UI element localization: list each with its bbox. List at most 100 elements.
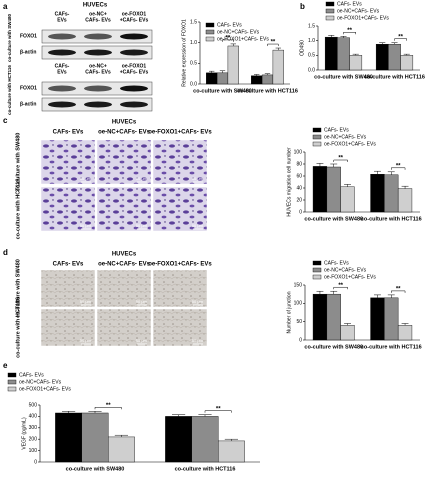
legend-swatch — [205, 22, 215, 28]
error-bar — [330, 290, 338, 295]
y-axis-label: HUVECs migration cell number — [286, 147, 292, 217]
bar — [312, 293, 328, 341]
legend-swatch — [325, 15, 335, 21]
micrograph — [152, 308, 208, 347]
significance-label: ** — [338, 283, 343, 289]
y-tick-label: 200 — [29, 437, 38, 443]
scale-bar-label: 50 μm — [136, 223, 148, 228]
scale-bar-label: 50 μm — [192, 176, 204, 181]
significance-label: ** — [106, 403, 111, 409]
error-bar — [275, 47, 281, 51]
micrograph — [40, 308, 96, 347]
y-tick-label: 100 — [294, 301, 303, 307]
bar — [384, 174, 399, 213]
y-tick-label: 20 — [296, 197, 302, 203]
band — [120, 33, 148, 40]
y-tick-label: 1.5 — [190, 19, 197, 25]
micrograph — [152, 186, 208, 232]
legend-label: oe-NC+CAFs- EVs — [324, 267, 367, 273]
bar — [370, 297, 385, 341]
y-tick-label: 1.0 — [190, 40, 197, 46]
x-tick-label: co-culture with HCT116 — [237, 88, 298, 94]
legend-label: CAFs- EVs — [324, 260, 349, 266]
error-bar — [230, 43, 236, 46]
bar — [165, 416, 192, 463]
band — [48, 33, 76, 40]
lane-label: EVs — [57, 17, 67, 23]
y-tick-label: 40 — [296, 185, 302, 191]
error-bar — [209, 70, 215, 73]
bar — [216, 72, 229, 85]
bar — [55, 412, 83, 463]
panel-title: HUVECs — [112, 120, 137, 126]
legend-label: CAFs- EVs — [324, 127, 349, 133]
legend-swatch — [205, 29, 215, 35]
x-tick-label: co-culture with HCT116 — [361, 344, 422, 350]
legend-label: CAFs- EVs — [19, 372, 44, 378]
significance-bracket — [343, 32, 356, 35]
y-tick-label: 1.5 — [308, 23, 315, 29]
x-tick-label: co-culture with SW480 — [304, 344, 363, 350]
y-tick-label: 0 — [299, 337, 302, 343]
band-label: FOXO1 — [20, 85, 37, 91]
legend-swatch — [312, 127, 322, 133]
significance-label: ** — [271, 40, 276, 46]
micrograph — [40, 269, 96, 308]
significance-bracket — [204, 410, 232, 413]
band — [84, 33, 112, 40]
legend-label: CAFs- EVs — [217, 22, 242, 28]
bar — [272, 49, 284, 85]
error-bar — [330, 163, 338, 167]
significance-bracket — [333, 159, 348, 162]
y-tick-label: 300 — [29, 425, 38, 431]
legend-label: oe-NC+CAFs- EVs — [337, 8, 380, 14]
group-label: co-culture with HCT116 — [7, 65, 12, 115]
bar — [217, 440, 245, 463]
legend-label: oe-FOXO1+CAFs- EVs — [324, 141, 376, 147]
scale-bar-label: 50 μm — [80, 299, 92, 304]
y-tick-label: 0.0 — [308, 67, 315, 73]
error-bar — [198, 414, 212, 417]
bar — [349, 55, 363, 71]
error-bar — [379, 42, 386, 45]
significance-bracket — [333, 286, 348, 290]
column-label: oe-NC+CAFs- EVs — [98, 262, 151, 268]
y-tick-label: 50 — [296, 319, 302, 325]
error-bar — [344, 184, 351, 187]
bar — [261, 74, 274, 85]
y-tick-label: 0 — [34, 459, 37, 465]
significance-label: ** — [398, 34, 403, 40]
row-label: co-culture with HCT116 — [15, 297, 21, 358]
bar — [206, 72, 218, 85]
lane-label: oe-NC+ — [89, 63, 107, 69]
panel-label: e — [3, 361, 8, 370]
x-tick-label: co-culture with HCT116 — [175, 466, 236, 472]
micrograph — [96, 269, 152, 308]
bar — [370, 173, 385, 213]
band — [48, 49, 76, 56]
error-bar — [352, 53, 359, 56]
band — [84, 85, 112, 92]
y-axis-label: Number of junction — [286, 291, 292, 333]
y-tick-label: 100 — [294, 149, 303, 155]
micrograph — [40, 139, 96, 185]
lane-label: CAFs- — [55, 63, 70, 69]
scale-bar-label: 50 μm — [136, 338, 148, 343]
y-tick-label: 100 — [29, 448, 38, 454]
micrograph — [152, 139, 208, 185]
y-axis-label: VEGF (pg/mL) — [21, 417, 27, 450]
bar — [340, 325, 355, 341]
legend-label: oe-FOXO1+CAFs- EVs — [324, 274, 376, 280]
bar — [251, 75, 263, 85]
y-tick-label: 1.0 — [308, 38, 315, 44]
scale-bar-label: 50 μm — [80, 223, 92, 228]
error-bar — [114, 434, 128, 437]
error-bar — [340, 36, 347, 38]
significance-bracket — [222, 39, 234, 42]
row-label: co-culture with HCT116 — [15, 179, 21, 240]
error-bar — [219, 70, 226, 73]
lane-label: CAFs- EVs — [85, 69, 111, 75]
legend-label: oe-NC+CAFs- EVs — [19, 379, 62, 385]
y-tick-label: 150 — [294, 282, 303, 288]
